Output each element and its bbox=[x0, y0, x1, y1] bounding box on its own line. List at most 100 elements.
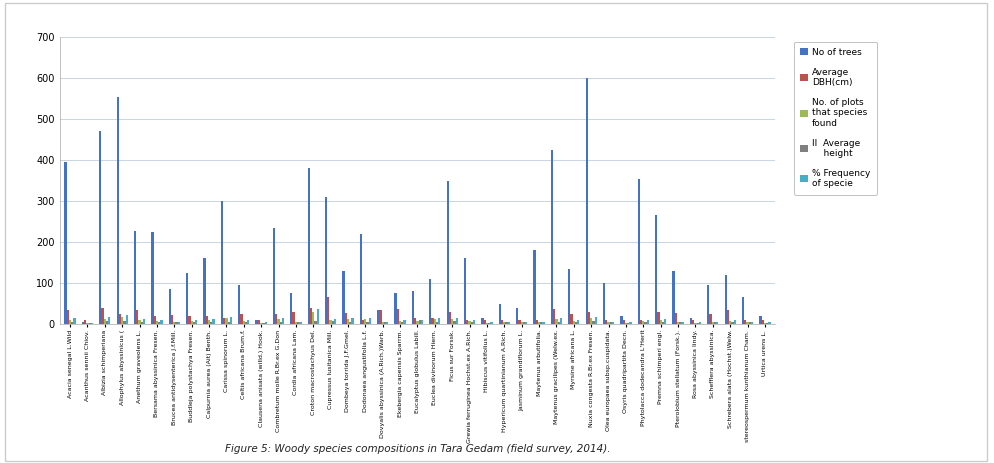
Bar bbox=[449, 312, 451, 324]
Bar bbox=[732, 322, 734, 324]
Bar bbox=[317, 309, 319, 324]
Bar bbox=[213, 319, 215, 324]
Bar bbox=[525, 322, 528, 324]
Bar bbox=[221, 201, 223, 324]
Bar bbox=[210, 322, 213, 324]
Bar bbox=[521, 322, 523, 324]
Bar bbox=[156, 321, 158, 324]
Bar bbox=[195, 320, 197, 324]
Bar bbox=[191, 321, 193, 324]
Bar bbox=[675, 313, 677, 324]
Bar bbox=[471, 322, 473, 324]
Bar bbox=[193, 322, 195, 324]
Bar bbox=[453, 321, 455, 324]
Bar bbox=[153, 316, 156, 324]
Bar bbox=[416, 321, 418, 324]
Bar bbox=[314, 321, 317, 324]
Bar bbox=[377, 310, 380, 324]
Bar bbox=[399, 321, 402, 324]
Bar bbox=[223, 318, 226, 324]
Bar bbox=[369, 318, 371, 324]
Bar bbox=[414, 318, 416, 324]
Bar bbox=[248, 320, 249, 324]
Bar bbox=[74, 318, 76, 324]
Bar bbox=[629, 322, 631, 324]
Bar bbox=[431, 318, 433, 324]
Bar bbox=[90, 323, 93, 324]
Bar bbox=[367, 322, 369, 324]
Bar bbox=[255, 320, 257, 324]
Bar bbox=[329, 320, 332, 324]
Bar bbox=[312, 312, 314, 324]
Bar bbox=[455, 318, 458, 324]
Bar bbox=[578, 320, 580, 324]
Bar bbox=[534, 250, 536, 324]
Bar bbox=[134, 231, 136, 324]
Bar bbox=[72, 322, 74, 324]
Bar bbox=[466, 320, 468, 324]
Bar bbox=[585, 78, 587, 324]
Bar bbox=[325, 197, 327, 324]
Bar bbox=[483, 320, 486, 324]
Bar bbox=[745, 320, 746, 324]
Bar bbox=[612, 322, 614, 324]
Bar bbox=[464, 258, 466, 324]
Bar bbox=[538, 322, 540, 324]
Bar bbox=[436, 322, 438, 324]
Bar bbox=[307, 168, 310, 324]
Bar bbox=[761, 320, 763, 324]
Bar bbox=[88, 323, 90, 324]
Bar bbox=[364, 319, 367, 324]
Bar bbox=[694, 323, 697, 324]
Bar bbox=[332, 321, 334, 324]
Bar bbox=[560, 318, 562, 324]
Bar bbox=[239, 285, 241, 324]
Bar bbox=[136, 310, 138, 324]
Bar bbox=[587, 312, 590, 324]
Bar bbox=[429, 279, 431, 324]
Bar bbox=[418, 320, 420, 324]
Bar bbox=[397, 308, 399, 324]
Bar bbox=[299, 322, 301, 324]
Bar bbox=[230, 317, 232, 324]
Bar bbox=[690, 318, 692, 324]
Bar bbox=[382, 322, 384, 324]
Bar bbox=[273, 228, 275, 324]
Bar bbox=[590, 318, 592, 324]
Bar bbox=[451, 319, 453, 324]
Bar bbox=[571, 314, 573, 324]
Bar bbox=[712, 322, 714, 324]
Bar bbox=[433, 319, 436, 324]
Bar bbox=[186, 273, 188, 324]
Bar bbox=[540, 322, 543, 324]
Bar bbox=[349, 322, 352, 324]
Bar bbox=[644, 322, 647, 324]
Bar bbox=[208, 320, 210, 324]
Bar bbox=[116, 96, 119, 324]
Bar bbox=[404, 320, 406, 324]
Bar bbox=[143, 319, 145, 324]
Bar bbox=[206, 316, 208, 324]
Bar bbox=[257, 320, 260, 324]
Bar bbox=[473, 320, 475, 324]
Bar bbox=[638, 179, 640, 324]
Bar bbox=[446, 181, 449, 324]
Bar bbox=[672, 271, 675, 324]
Bar bbox=[627, 323, 629, 324]
Bar bbox=[642, 321, 644, 324]
Bar bbox=[292, 312, 295, 324]
Bar bbox=[345, 313, 347, 324]
Bar bbox=[748, 322, 750, 324]
Bar bbox=[282, 318, 284, 324]
Bar bbox=[352, 318, 354, 324]
Bar bbox=[603, 283, 605, 324]
Bar bbox=[386, 322, 389, 324]
Bar bbox=[768, 322, 770, 324]
Bar bbox=[86, 323, 88, 324]
Bar bbox=[103, 319, 106, 324]
Bar bbox=[99, 131, 101, 324]
Bar bbox=[119, 314, 121, 324]
Bar bbox=[67, 310, 69, 324]
Bar bbox=[138, 320, 141, 324]
Bar bbox=[734, 320, 736, 324]
